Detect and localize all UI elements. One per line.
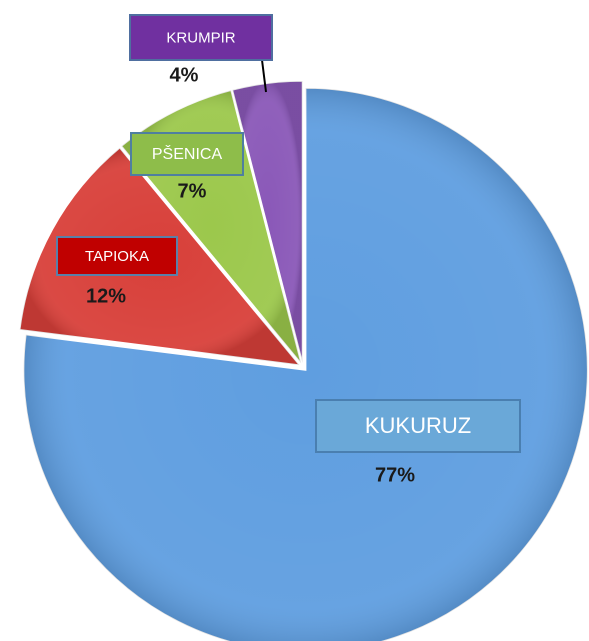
value-label: 7% [178,180,207,202]
category-label: KUKURUZ [365,413,471,438]
slice-shade [232,81,303,364]
category-label: PŠENICA [152,144,223,163]
leader-line [261,59,267,93]
category-label: KRUMPIR [166,29,235,46]
value-label: 4% [170,64,199,86]
value-label: 77% [375,464,415,486]
pie [18,80,589,641]
slice-shade [23,88,588,641]
category-label: TAPIOKA [85,248,149,265]
label-box [130,132,244,176]
label-box [129,14,273,61]
labels: KUKURUZ 77% TAPIOKA 12% PŠENICA 7% KRUMPIR 4% [56,14,521,486]
label-box [56,236,178,276]
label-box [315,399,521,453]
value-label: 12% [86,285,126,307]
